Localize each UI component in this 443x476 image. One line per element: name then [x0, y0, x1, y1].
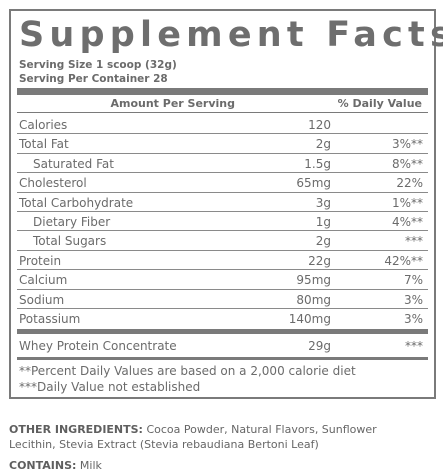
blend-amount: 29g [308, 339, 331, 353]
blend-row: Whey Protein Concentrate 29g *** [17, 336, 428, 355]
nutrient-dv: 22% [396, 176, 423, 191]
nutrient-row-saturated-fat: Saturated Fat 1.5g 8%** [17, 154, 428, 174]
header-daily-value: % Daily Value [337, 97, 422, 110]
nutrient-name: Potassium [19, 312, 81, 326]
contains-line: CONTAINS: Milk [9, 459, 102, 472]
nutrient-row-calcium: Calcium 95mg 7% [17, 270, 428, 290]
nutrient-row-total-fat: Total Fat 2g 3%** [17, 134, 428, 154]
thick-divider [17, 88, 428, 95]
supplement-facts-panel: Supplement Facts Serving Size 1 scoop (3… [9, 9, 443, 399]
nutrient-amount: 95mg [296, 273, 331, 288]
nutrient-name: Dietary Fiber [33, 215, 111, 229]
row-divider [17, 210, 428, 212]
nutrient-name: Total Sugars [33, 234, 107, 249]
row-divider [17, 172, 428, 174]
other-ingredients-text-1: Cocoa Powder, Natural Flavors, Sunflower [146, 423, 377, 436]
nutrient-amount: 2g [315, 234, 331, 249]
row-divider [17, 269, 428, 271]
row-divider [17, 133, 428, 135]
nutrient-amount: 2g [315, 137, 331, 152]
nutrient-row-dietary-fiber: Dietary Fiber 1g 4%** [17, 212, 428, 232]
header-amount: Amount Per Serving [110, 97, 235, 110]
nutrient-name: Total Fat [19, 137, 69, 152]
nutrient-dv: 7% [403, 273, 423, 288]
nutrient-row-cholesterol: Cholesterol 65mg 22% [17, 173, 428, 193]
nutrient-dv: 3% [403, 292, 423, 307]
nutrient-name: Protein [19, 253, 62, 268]
nutrient-name: Saturated Fat [33, 156, 114, 171]
nutrient-amount: 1g [315, 215, 331, 229]
contains-value: Milk [79, 459, 102, 472]
row-divider [17, 288, 428, 290]
nutrient-name: Sodium [19, 292, 65, 307]
nutrient-name: Total Carbohydrate [19, 195, 134, 210]
row-divider [17, 249, 428, 251]
nutrient-amount: 22g [308, 253, 331, 268]
nutrient-amount: 3g [315, 195, 331, 210]
blend-dv: *** [405, 339, 423, 353]
nutrient-row-protein: Protein 22g 42%** [17, 251, 428, 271]
row-divider [17, 191, 428, 193]
nutrient-amount: 65mg [296, 176, 331, 191]
other-ingredients-label: OTHER INGREDIENTS: [9, 423, 143, 436]
nutrient-row-total-sugars: Total Sugars 2g *** [17, 231, 428, 251]
nutrient-row-sodium: Sodium 80mg 3% [17, 290, 428, 309]
footnote-percent-dv: **Percent Daily Values are based on a 2,… [19, 364, 356, 378]
row-divider [17, 307, 428, 309]
panel-title: Supplement Facts [19, 15, 443, 55]
nutrient-dv: *** [405, 234, 423, 249]
nutrient-dv: 3% [403, 312, 423, 326]
other-ingredients-line-1: OTHER INGREDIENTS: Cocoa Powder, Natural… [9, 423, 377, 436]
nutrient-name: Calories [19, 118, 68, 132]
nutrient-dv: 8%** [391, 156, 423, 171]
nutrient-dv: 3%** [391, 137, 423, 152]
nutrient-name: Calcium [19, 273, 68, 288]
other-ingredients-text-2: Lecithin, Stevia Extract (Stevia rebaudi… [9, 438, 319, 451]
nutrient-dv: 4%** [391, 215, 423, 229]
footnote-not-established: ***Daily Value not established [19, 380, 201, 394]
nutrient-dv: 42%** [384, 253, 423, 268]
nutrient-amount: 1.5g [304, 156, 331, 171]
nutrient-dv: 1%** [391, 195, 423, 210]
servings-per-container: Serving Per Container 28 [19, 73, 168, 85]
serving-size: Serving Size 1 scoop (32g) [19, 59, 177, 71]
row-divider [17, 230, 428, 232]
row-divider [17, 152, 428, 154]
footnote-divider [17, 357, 428, 360]
nutrient-row-potassium: Potassium 140mg 3% [17, 309, 428, 328]
nutrient-amount: 80mg [296, 292, 331, 307]
nutrient-amount: 120 [308, 118, 331, 132]
nutrient-name: Cholesterol [19, 176, 87, 191]
thick-divider-blend [17, 329, 428, 334]
contains-label: CONTAINS: [9, 459, 77, 472]
header-divider [17, 112, 428, 113]
nutrient-row-total-carbohydrate: Total Carbohydrate 3g 1%** [17, 193, 428, 212]
blend-name: Whey Protein Concentrate [19, 339, 177, 353]
nutrient-amount: 140mg [288, 312, 331, 326]
nutrient-row-calories: Calories 120 [17, 115, 428, 135]
